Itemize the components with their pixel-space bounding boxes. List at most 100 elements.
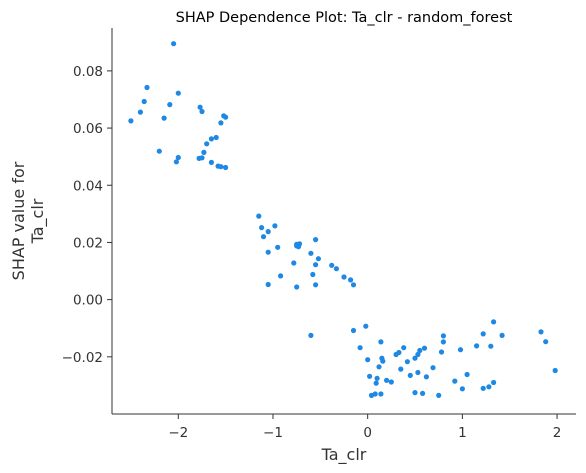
data-point [221,113,227,119]
data-point [137,109,143,115]
data-point [538,329,544,335]
data-point [491,319,497,325]
data-point [436,392,442,398]
data-point [412,390,418,396]
data-point [440,333,446,339]
data-point [348,277,354,283]
x-axis-ticks: −2 −1 0 1 2 [168,414,561,441]
data-point [144,84,150,91]
y-tick-label: 0.00 [73,293,103,309]
data-point [308,250,314,256]
data-point [376,364,382,370]
data-point [440,339,446,345]
data-point [491,379,497,386]
y-tick-label: 0.06 [73,121,103,137]
data-point [357,345,363,351]
data-point [423,374,429,380]
data-point [260,234,267,240]
data-point [384,377,390,383]
data-point [464,371,470,378]
data-point [265,281,271,288]
data-point [313,262,319,268]
data-point [315,256,321,262]
data-point [313,282,319,288]
x-tick-label: −2 [168,425,188,441]
data-point [350,282,357,288]
data-point [199,108,205,115]
data-point [552,367,558,374]
data-point [329,262,335,268]
data-point [430,365,436,371]
data-point [341,274,347,280]
data-point [218,120,224,126]
data-point [474,343,480,349]
data-point [265,249,271,255]
data-point [294,241,300,247]
data-point [415,351,421,358]
data-point [223,164,229,171]
data-point [171,41,177,47]
data-point [265,229,271,235]
data-point [378,391,384,397]
y-tick-label: 0.02 [73,235,103,251]
data-point [421,345,428,351]
data-point [197,104,203,110]
data-point [367,373,373,379]
data-point [486,384,492,390]
y-axis-ticks: −0.02 0.00 0.02 0.04 0.06 0.08 [62,64,112,366]
data-point [294,284,300,290]
data-point [378,339,384,345]
data-point [407,372,413,378]
data-point [452,378,458,384]
x-axis-title: Ta_clr [321,445,367,465]
data-point [499,332,505,338]
data-point [167,102,173,108]
data-point [141,98,147,105]
data-point [459,386,465,392]
data-point [218,164,224,170]
x-tick-label: 0 [363,425,372,441]
data-point [310,271,316,278]
x-tick-label: 1 [458,425,467,441]
data-point [128,118,134,124]
data-point [388,379,394,385]
data-point [398,366,404,372]
data-point [256,213,262,219]
y-tick-label: 0.04 [73,178,103,194]
data-point [204,141,210,147]
data-point [175,90,181,96]
data-point [438,349,445,355]
data-point [201,149,207,155]
data-point [372,391,378,397]
data-point [175,154,181,161]
data-point [374,375,380,381]
data-point [208,136,214,142]
data-point [350,327,357,334]
data-point [373,380,379,386]
data-point [417,347,423,354]
y-axis-title-line-2: Ta_clr [28,198,48,244]
data-point [363,323,369,329]
data-point [488,343,494,349]
data-point [208,159,214,165]
data-point [173,159,179,165]
data-point [480,331,486,337]
data-point [415,369,421,376]
y-tick-label: −0.02 [62,350,103,366]
data-point [291,260,297,266]
data-point [213,134,219,141]
data-point [275,244,281,250]
data-point [156,148,162,154]
data-point [412,355,418,361]
x-tick-label: 2 [553,425,562,441]
y-tick-label: 0.08 [73,64,103,80]
scatter-points [128,41,558,398]
data-point [161,115,167,121]
data-point [308,332,314,338]
data-point [457,347,464,353]
data-point [404,359,410,365]
y-axis-title: SHAP value for Ta_clr [9,161,48,280]
data-point [313,237,319,243]
data-point [420,390,426,396]
